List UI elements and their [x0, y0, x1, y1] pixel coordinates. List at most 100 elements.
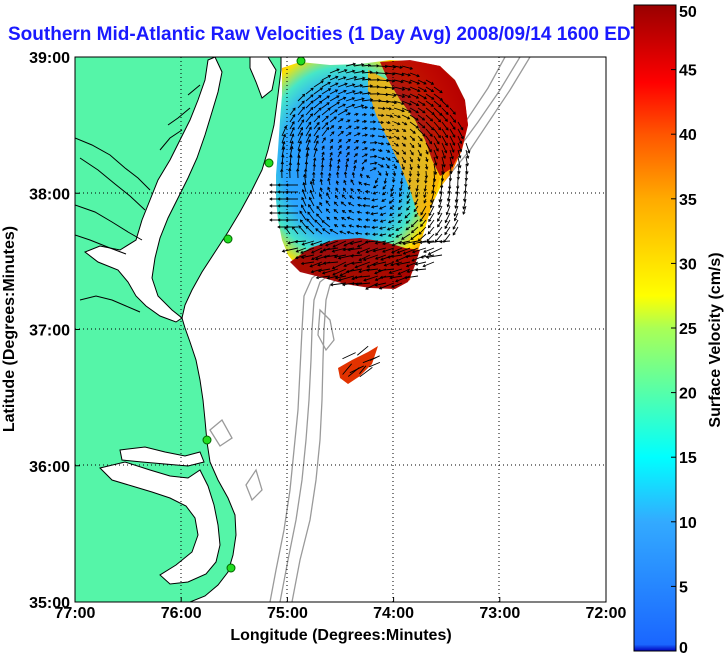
y-tick-label: 39:00	[29, 50, 70, 67]
velocity-arrow-head	[382, 186, 386, 190]
velocity-arrow-head	[372, 185, 377, 189]
velocity-arrow-head	[373, 120, 377, 124]
velocity-arrow-head	[319, 201, 323, 206]
velocity-arrow-head	[402, 151, 406, 155]
velocity-arrow	[441, 142, 447, 153]
velocity-arrow-head	[466, 155, 470, 159]
velocity-arrow-head	[396, 151, 400, 155]
velocity-arrow	[289, 114, 296, 123]
velocity-arrow	[369, 167, 377, 172]
velocity-arrow	[281, 134, 286, 144]
velocity-arrow-head	[300, 255, 305, 259]
velocity-arrow-head	[404, 254, 409, 259]
velocity-arrow	[380, 219, 387, 223]
velocity-arrow-head	[339, 230, 343, 234]
velocity-arrow-head	[358, 269, 362, 274]
velocity-arrow-head	[343, 187, 347, 191]
velocity-arrow-head	[416, 81, 421, 85]
velocity-arrow-head	[311, 177, 315, 182]
grid-lines	[75, 57, 606, 602]
velocity-arrow-head	[453, 218, 457, 222]
velocity-arrow-head	[361, 69, 366, 74]
velocity-arrow-head	[314, 219, 318, 223]
velocity-arrow-head	[463, 190, 468, 194]
velocity-arrow	[329, 82, 339, 88]
velocity-arrow-head	[408, 173, 412, 177]
velocity-arrow-head	[348, 125, 352, 129]
velocity-arrow	[343, 247, 355, 251]
velocity-arrow	[314, 219, 323, 228]
velocity-arrow-head	[453, 119, 457, 123]
velocity-arrow	[411, 226, 419, 233]
velocity-arrow-head	[374, 141, 378, 145]
velocity-arrow	[312, 178, 315, 186]
velocity-arrow-head	[347, 202, 352, 206]
velocity-arrow	[430, 198, 435, 208]
velocity-arrow-head	[405, 264, 410, 268]
velocity-arrow-head	[431, 112, 435, 116]
velocity-arrow-head	[363, 112, 368, 117]
velocity-arrow-head	[337, 158, 341, 162]
velocity-arrow	[313, 135, 319, 144]
velocity-arrow-head	[329, 145, 333, 149]
velocity-arrow	[355, 261, 371, 268]
velocity-arrow-head	[345, 269, 350, 274]
velocity-arrow-head	[410, 236, 414, 241]
velocity-arrow-head	[403, 136, 407, 140]
velocity-arrow-head	[347, 119, 351, 123]
velocity-arrow	[388, 219, 395, 223]
velocity-arrow	[441, 135, 448, 146]
velocity-arrow-head	[447, 190, 451, 195]
velocity-arrow	[361, 64, 371, 67]
velocity-arrow-head	[329, 157, 333, 161]
velocity-arrow	[357, 345, 369, 356]
velocity-arrow-head	[364, 126, 368, 130]
velocity-arrow-head	[374, 277, 378, 282]
velocity-arrow-head	[308, 121, 312, 125]
velocity-arrow-head	[353, 76, 358, 80]
velocity-arrow	[437, 212, 443, 222]
velocity-arrow-head	[435, 232, 439, 237]
velocity-arrow-head	[397, 206, 402, 211]
velocity-arrow-head	[281, 154, 285, 158]
velocity-arrow-head	[298, 225, 302, 229]
velocity-arrow-head	[353, 164, 357, 169]
velocity-arrow-head	[401, 87, 406, 91]
velocity-arrow	[417, 114, 425, 121]
velocity-arrow-head	[356, 119, 360, 123]
velocity-arrow-head	[390, 193, 394, 197]
velocity-arrow-head	[399, 65, 403, 69]
velocity-arrow	[321, 102, 330, 109]
velocity-arrow-head	[367, 63, 372, 68]
velocity-arrow	[433, 156, 437, 166]
velocity-arrow	[377, 163, 384, 168]
velocity-arrow	[345, 63, 356, 67]
velocity-arrow-head	[430, 103, 434, 107]
velocity-arrow	[301, 204, 307, 214]
velocity-arrow-head	[391, 86, 395, 90]
velocity-arrow-head	[317, 126, 321, 130]
velocity-arrow	[353, 63, 364, 67]
velocity-arrow-head	[391, 250, 395, 254]
velocity-arrow-head	[341, 210, 345, 214]
velocity-arrow	[330, 282, 347, 286]
velocity-arrow-head	[395, 143, 399, 147]
velocity-arrow-head	[315, 275, 320, 280]
velocity-arrow-head	[323, 255, 327, 259]
velocity-arrow	[334, 254, 347, 258]
station-marker	[223, 234, 233, 244]
velocity-arrow	[337, 131, 344, 137]
velocity-arrow-head	[367, 91, 371, 95]
velocity-arrow	[332, 268, 347, 276]
velocity-arrow	[348, 247, 363, 251]
velocity-arrow	[393, 79, 404, 83]
velocity-arrow-head	[361, 166, 365, 170]
velocity-arrow-head	[325, 122, 329, 126]
velocity-arrow-head	[411, 145, 415, 149]
velocity-arrow-head	[333, 216, 337, 220]
velocity-arrow-head	[420, 223, 424, 228]
velocity-arrow-head	[312, 171, 316, 175]
velocity-arrow-head	[409, 66, 414, 70]
velocity-arrow	[404, 275, 419, 279]
velocity-arrow	[401, 65, 413, 70]
